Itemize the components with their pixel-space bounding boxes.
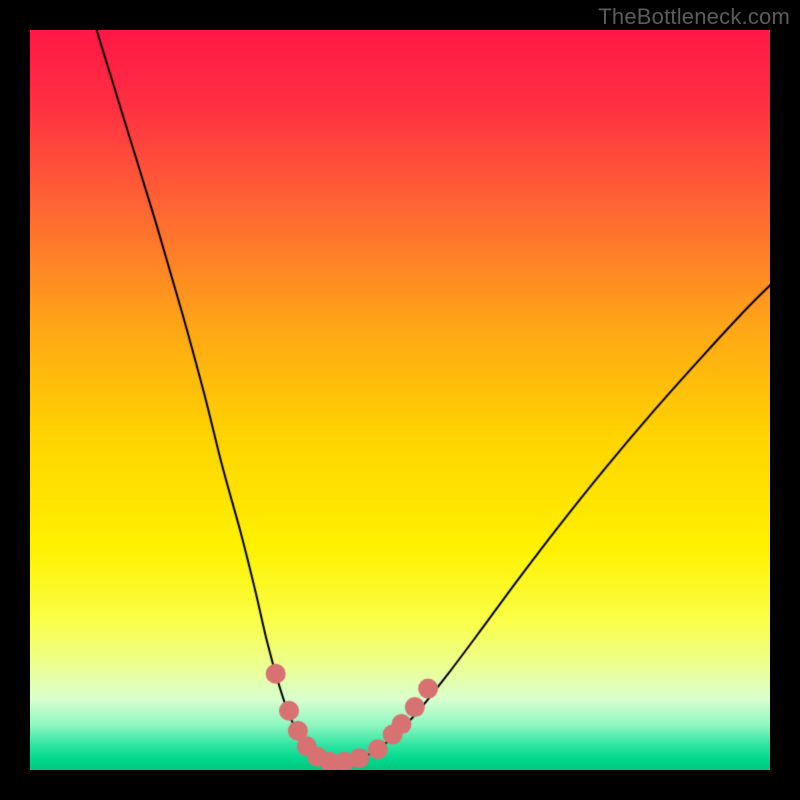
chart-stage: TheBottleneck.com (0, 0, 800, 800)
bottleneck-curve-chart (30, 30, 770, 770)
watermark-text: TheBottleneck.com (598, 4, 790, 30)
